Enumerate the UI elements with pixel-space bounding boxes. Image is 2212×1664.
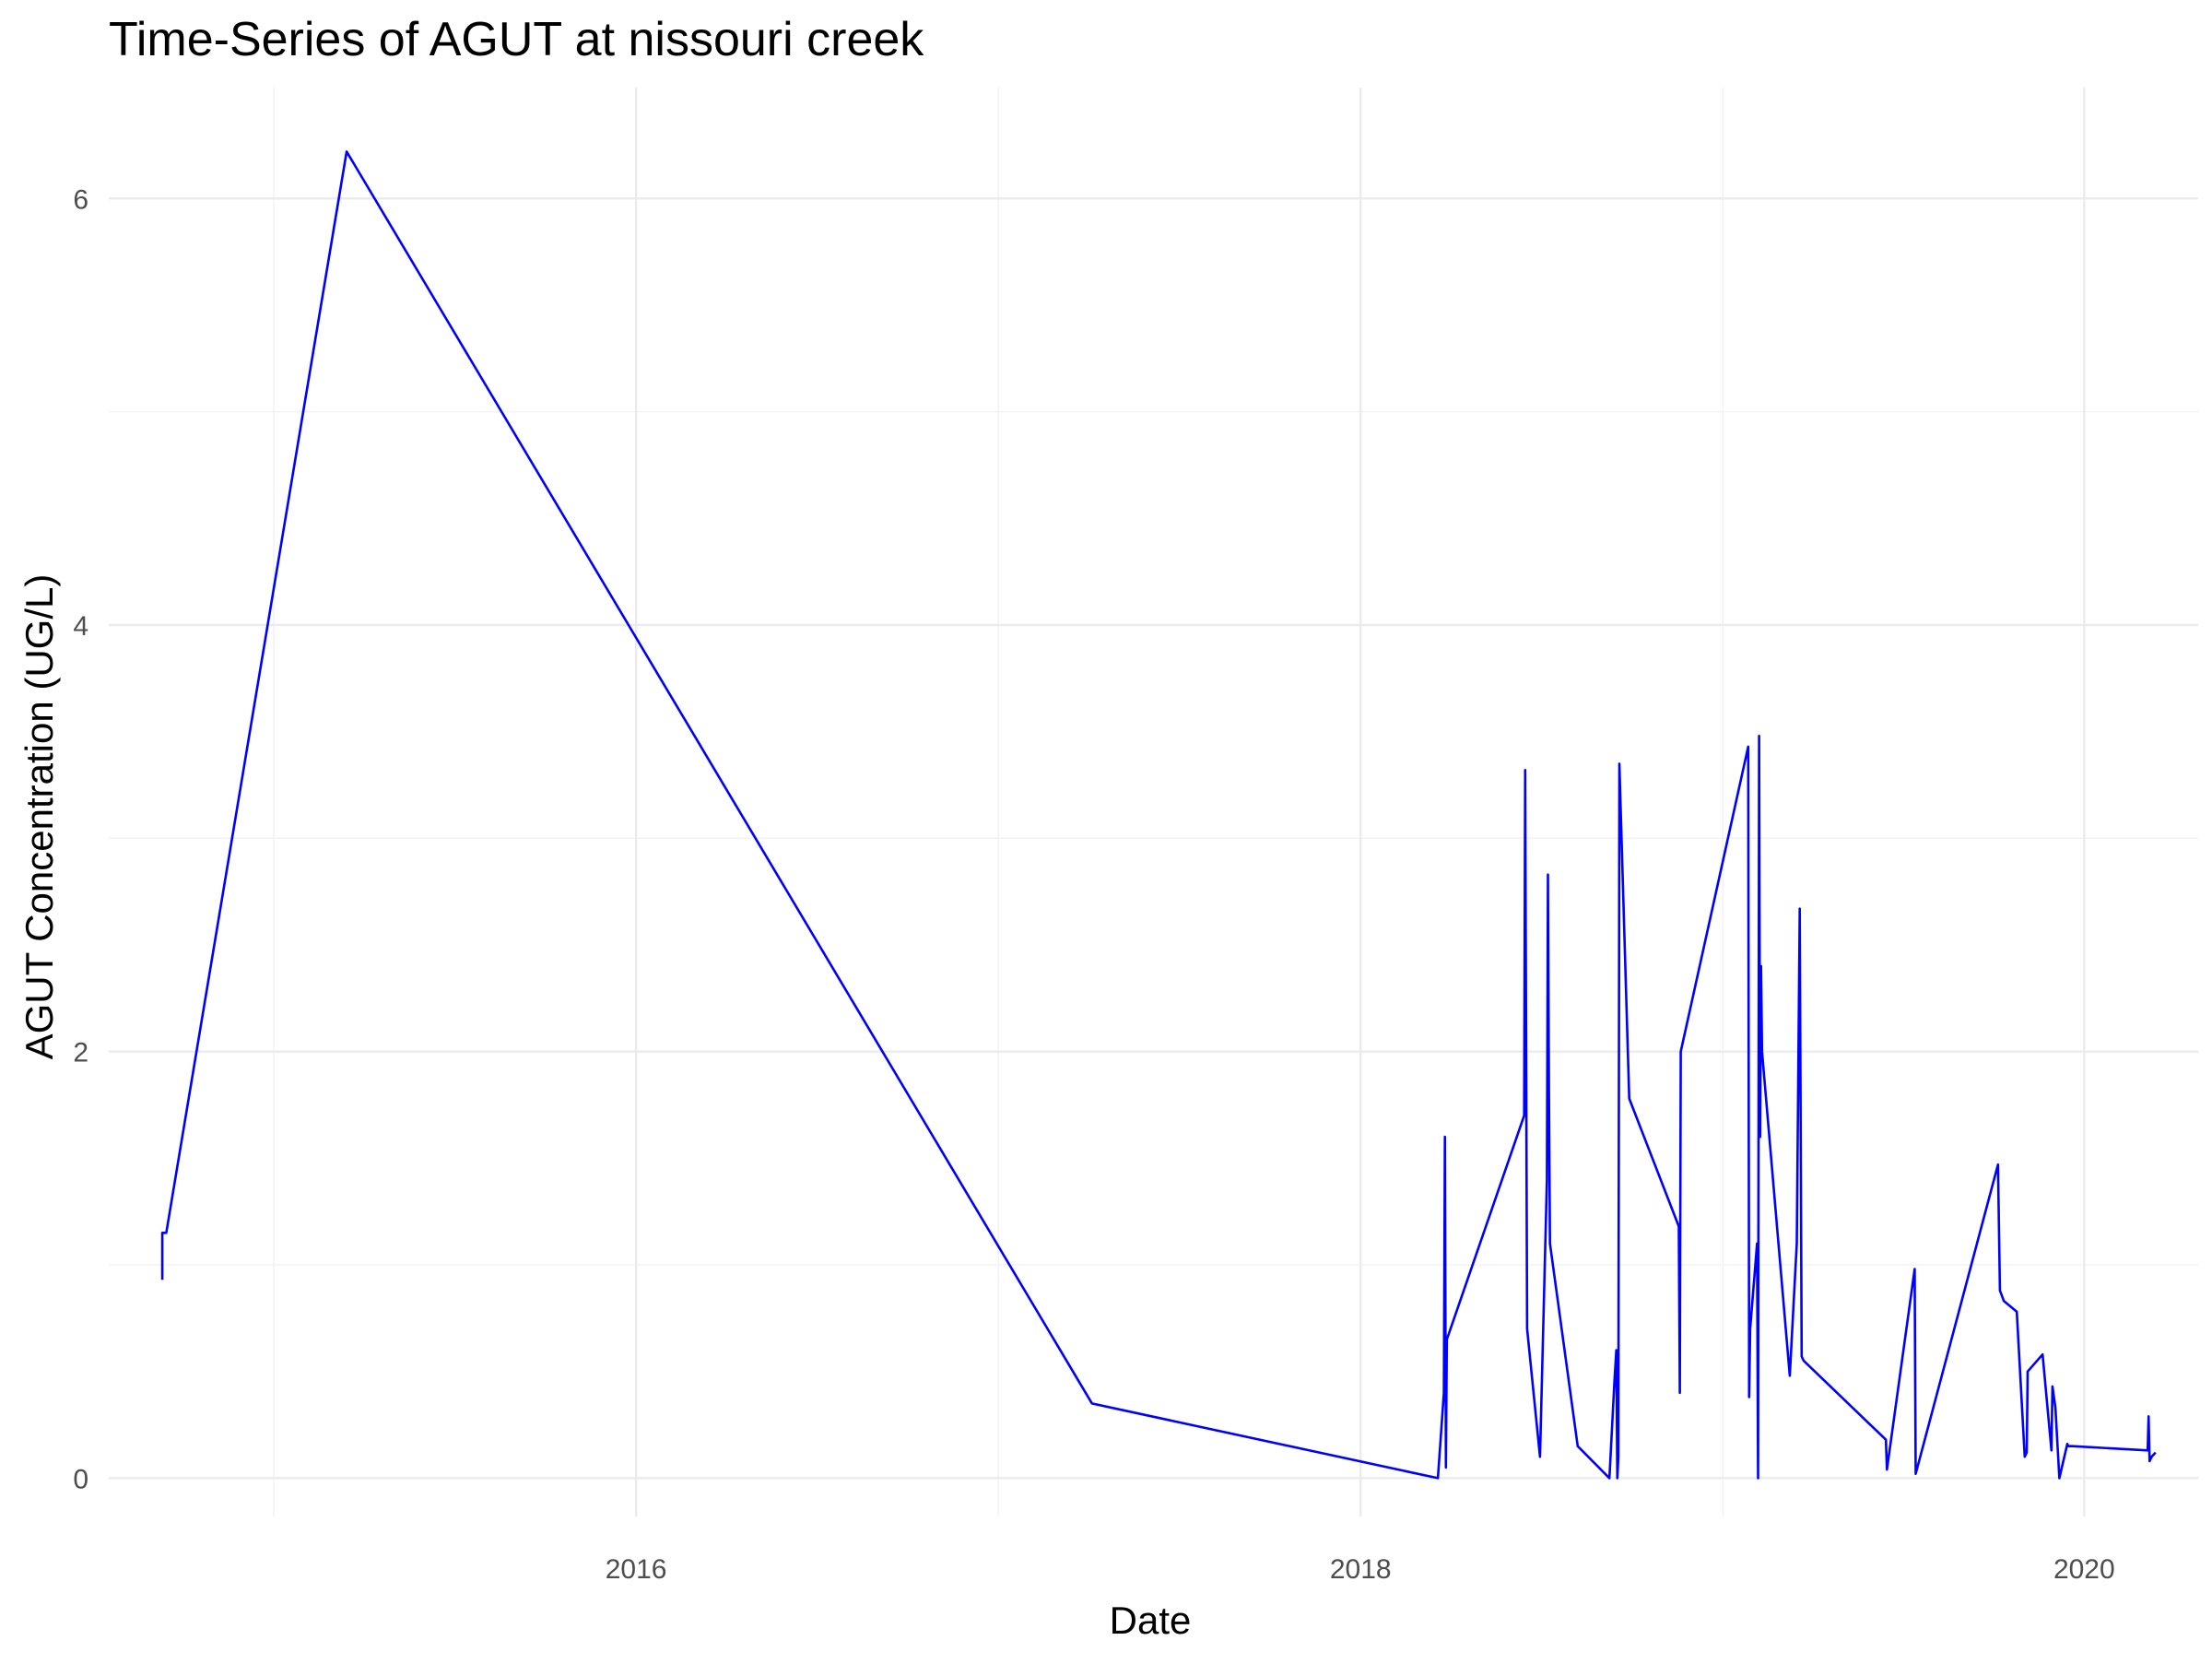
y-tick-label: 2 [73, 1038, 88, 1068]
minor-gridlines [109, 88, 2198, 1516]
y-tick-label: 4 [73, 611, 88, 642]
x-tick-label: 2020 [2053, 1554, 2115, 1585]
y-axis-label: AGUT Concentration (UG/L) [18, 574, 61, 1060]
chart-title: Time-Series of AGUT at nissouri creek [109, 13, 924, 66]
series-layer [160, 150, 2157, 1480]
y-tick-labels: 0 2 4 6 [73, 184, 88, 1494]
y-tick-label: 0 [73, 1464, 88, 1494]
x-tick-labels: 2016 2018 2020 [606, 1554, 2115, 1585]
x-axis-label: Date [1110, 1599, 1192, 1642]
series-line [160, 150, 2157, 1480]
x-tick-label: 2016 [606, 1554, 667, 1585]
x-tick-label: 2018 [1330, 1554, 1392, 1585]
y-tick-label: 6 [73, 184, 88, 215]
major-gridlines [109, 88, 2198, 1516]
